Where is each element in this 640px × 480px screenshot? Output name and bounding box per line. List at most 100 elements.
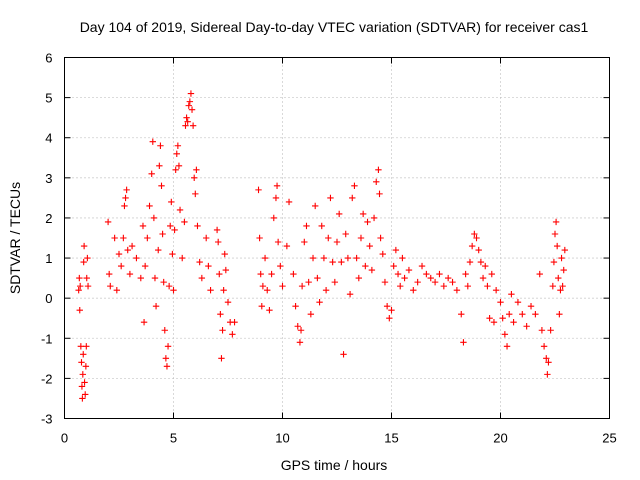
data-point (256, 234, 263, 242)
data-point (255, 186, 262, 194)
data-point (297, 327, 305, 334)
x-tick-label: 10 (275, 431, 289, 446)
data-point (338, 258, 345, 266)
y-axis-label: SDTVAR / TECUs (7, 182, 23, 294)
data-point (383, 302, 391, 310)
data-point (325, 234, 332, 242)
data-point (536, 270, 543, 278)
data-point (161, 327, 168, 334)
data-point (366, 242, 373, 250)
data-point (460, 339, 467, 346)
data-point (312, 202, 319, 210)
data-point (349, 194, 356, 202)
data-points (75, 90, 569, 402)
data-point (544, 371, 551, 378)
data-point (508, 290, 515, 298)
data-point (111, 234, 118, 242)
data-point (418, 262, 426, 270)
data-point (381, 278, 389, 286)
data-point (296, 339, 304, 346)
data-point (207, 286, 214, 294)
data-point (471, 230, 478, 238)
data-point (157, 142, 164, 149)
data-point (219, 327, 226, 334)
data-point (545, 359, 552, 366)
data-point (160, 278, 167, 286)
data-point (205, 262, 212, 270)
x-tick-label: 5 (170, 431, 177, 446)
data-point (503, 343, 511, 350)
data-point (557, 286, 564, 294)
data-point (120, 234, 127, 242)
data-point (305, 278, 312, 286)
data-point (191, 174, 198, 182)
data-point (340, 351, 347, 358)
data-point (273, 182, 281, 190)
data-point (501, 331, 509, 338)
data-point (194, 222, 201, 230)
data-point (203, 234, 210, 242)
data-point (532, 311, 539, 318)
data-point (258, 302, 265, 310)
data-point (149, 138, 156, 145)
data-point (186, 98, 194, 105)
data-point (484, 282, 491, 290)
data-point (427, 274, 434, 282)
data-point (303, 222, 310, 230)
data-point (183, 114, 190, 121)
data-point (523, 323, 530, 330)
y-tick-label: -2 (41, 371, 53, 386)
data-point (217, 311, 224, 318)
data-point (414, 278, 421, 286)
data-point (270, 214, 277, 222)
data-point (83, 343, 90, 350)
data-point (377, 234, 384, 242)
data-point (221, 250, 228, 258)
data-point (405, 266, 413, 274)
data-point (133, 254, 140, 262)
data-point (181, 218, 188, 226)
data-point (274, 238, 282, 246)
data-point (550, 258, 558, 266)
data-point (482, 262, 489, 270)
data-point (151, 274, 159, 282)
data-point (81, 379, 88, 386)
data-point (490, 319, 498, 326)
data-point (327, 194, 334, 202)
data-point (84, 282, 92, 290)
y-tick-label: -3 (41, 412, 53, 427)
data-point (462, 270, 469, 278)
data-point (144, 234, 151, 242)
data-point (423, 270, 430, 278)
data-point (357, 234, 365, 242)
data-point (277, 262, 284, 270)
data-point (184, 118, 191, 125)
data-point (150, 214, 158, 222)
data-point (115, 250, 123, 258)
data-point (309, 254, 317, 262)
data-point (558, 254, 565, 262)
data-point (466, 258, 474, 266)
data-point (479, 274, 487, 282)
data-point (123, 186, 130, 194)
data-point (124, 246, 131, 254)
data-point (82, 363, 90, 370)
data-point (473, 234, 480, 242)
data-point (561, 246, 569, 254)
data-point (140, 319, 148, 326)
data-point (165, 282, 173, 290)
data-point (155, 246, 162, 254)
x-tick-label: 25 (602, 431, 616, 446)
data-point (527, 302, 535, 310)
y-tick-label: -1 (41, 331, 53, 346)
data-point (188, 106, 196, 113)
data-point (370, 214, 378, 222)
data-point (84, 254, 91, 262)
y-tick-label: 1 (45, 251, 52, 266)
data-point (379, 250, 386, 258)
data-point (399, 254, 406, 262)
data-point (78, 359, 85, 366)
data-point (231, 319, 238, 326)
data-point (331, 278, 339, 286)
data-point (298, 282, 306, 290)
